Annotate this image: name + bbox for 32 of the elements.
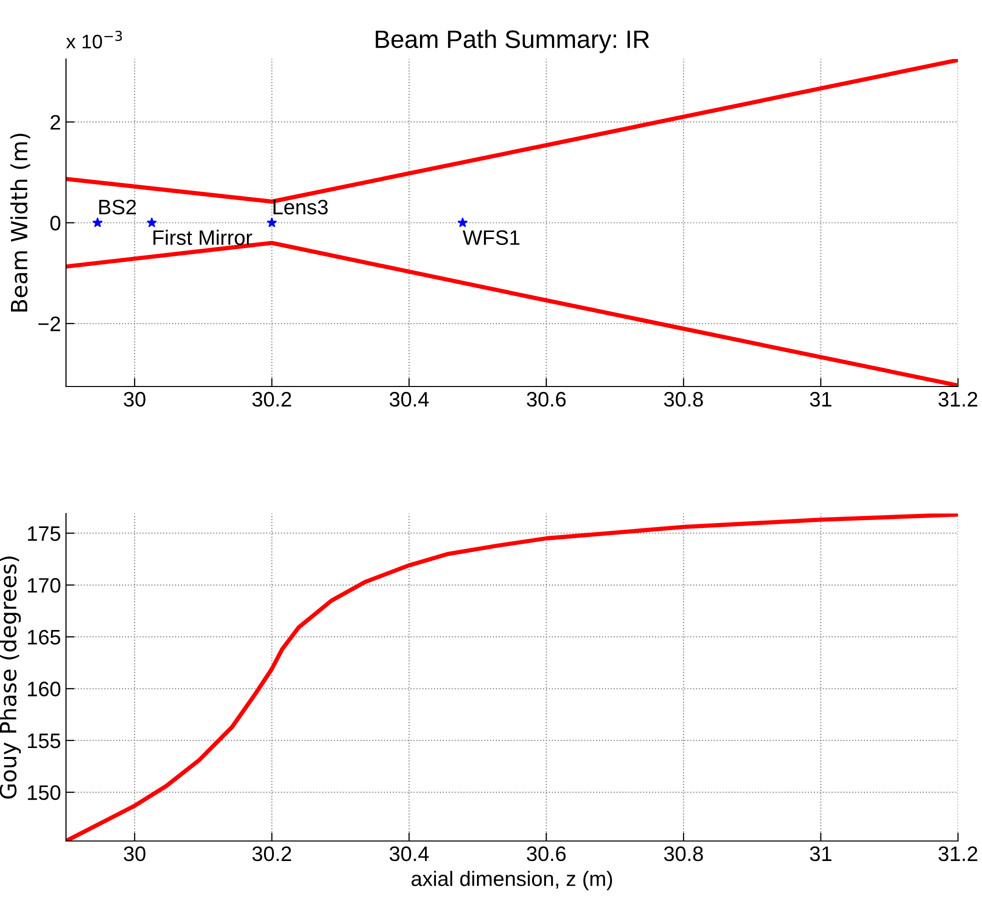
text: x 10$^{−3}$ (66, 30, 122, 48)
x-tick-label: 30 (124, 392, 146, 407)
y-tick-label: 160 (28, 682, 60, 696)
x-tick-label: 30.2 (252, 846, 292, 862)
x-tick-label: 30.4 (390, 846, 429, 862)
y-tick-label: 175 (28, 526, 60, 541)
x-tick-label: 31 (810, 392, 832, 407)
x-tick-label: 30.4 (390, 392, 429, 407)
y-axis-title: Beam Width (m) (10, 134, 30, 312)
annotation: First Mirror (153, 230, 252, 245)
x-tick-label: 30.2 (252, 392, 292, 407)
chart-title: Beam Path Summary: IR (376, 30, 650, 54)
y-tick-label: 155 (28, 734, 60, 748)
x-tick-label: 31 (810, 846, 832, 862)
y-tick-label: 150 (28, 785, 60, 800)
y-tick-label: 0 (50, 216, 60, 231)
x-tick-label: 30.6 (526, 846, 566, 862)
x-tick-label: 31.2 (938, 846, 978, 862)
x-tick-label: 30 (124, 846, 146, 862)
y-tick-label: 2 (50, 114, 60, 130)
x-tick-label: 30.6 (526, 392, 566, 407)
y-tick-label: 170 (28, 578, 60, 593)
annotation: WFS1 (462, 230, 520, 245)
x-axis-title: axial dimension, z (m) (412, 870, 612, 890)
annotation: BS2 (99, 200, 136, 214)
x-tick-label: 30.8 (664, 846, 703, 862)
x-tick-label: 31.2 (938, 392, 978, 407)
line-series (66, 514, 958, 841)
annotation: Lens3 (274, 200, 328, 214)
y-tick-label: −2 (38, 316, 60, 332)
x-tick-label: 30.8 (664, 392, 703, 407)
y-tick-label: 165 (28, 630, 60, 645)
